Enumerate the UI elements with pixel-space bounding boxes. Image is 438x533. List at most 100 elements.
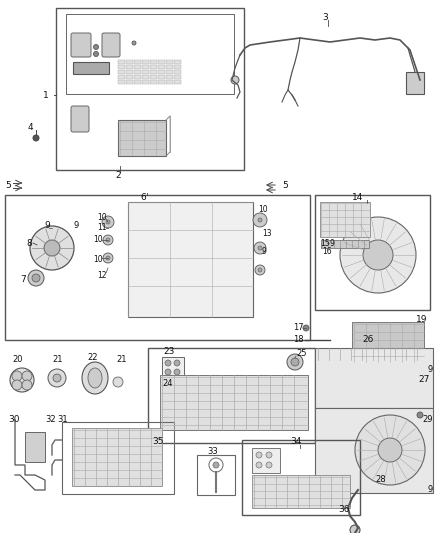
Circle shape — [174, 369, 180, 375]
Circle shape — [48, 369, 66, 387]
Circle shape — [32, 274, 40, 282]
Bar — [73, 62, 109, 74]
Text: 23: 23 — [163, 348, 174, 357]
Text: 19: 19 — [416, 316, 427, 325]
Text: 12: 12 — [97, 271, 106, 279]
Text: 13: 13 — [262, 229, 272, 238]
Circle shape — [174, 360, 180, 366]
Bar — [174, 80, 181, 84]
Bar — [118, 65, 125, 69]
Bar — [72, 428, 162, 486]
Bar — [126, 65, 133, 69]
Circle shape — [213, 462, 219, 468]
Bar — [252, 448, 280, 473]
Circle shape — [106, 256, 110, 260]
Circle shape — [113, 377, 123, 387]
Circle shape — [165, 369, 171, 375]
Circle shape — [266, 462, 272, 468]
FancyBboxPatch shape — [102, 33, 120, 57]
Circle shape — [287, 354, 303, 370]
Circle shape — [266, 452, 272, 458]
Text: 10: 10 — [258, 206, 268, 214]
Bar — [118, 70, 125, 74]
Bar — [134, 80, 141, 84]
Circle shape — [165, 360, 171, 366]
Text: 34: 34 — [290, 438, 301, 447]
Bar — [118, 60, 125, 64]
Circle shape — [258, 268, 262, 272]
Bar — [242, 440, 360, 515]
Text: 1: 1 — [43, 91, 49, 100]
Bar — [142, 65, 149, 69]
Bar — [142, 60, 149, 64]
Bar — [150, 75, 157, 79]
Circle shape — [28, 270, 44, 286]
Bar — [126, 80, 133, 84]
Bar — [158, 75, 165, 79]
Bar — [142, 80, 149, 84]
Circle shape — [44, 240, 60, 256]
Text: 9: 9 — [73, 222, 78, 230]
Text: 16: 16 — [322, 247, 332, 256]
Bar — [150, 70, 157, 74]
Circle shape — [53, 374, 61, 382]
Text: 33: 33 — [207, 448, 218, 456]
Text: 18: 18 — [293, 335, 304, 344]
Bar — [315, 408, 433, 493]
Bar — [166, 75, 173, 79]
Text: 10: 10 — [93, 236, 102, 245]
Circle shape — [103, 235, 113, 245]
Text: 9: 9 — [261, 247, 266, 256]
Text: 11: 11 — [97, 223, 106, 232]
Circle shape — [10, 368, 34, 392]
Text: 28: 28 — [375, 475, 385, 484]
Text: 10: 10 — [93, 255, 102, 264]
Bar — [252, 475, 350, 508]
Text: 36: 36 — [338, 505, 350, 514]
Bar — [5, 195, 310, 340]
Circle shape — [106, 220, 110, 224]
Bar — [320, 202, 370, 237]
Bar — [174, 75, 181, 79]
Bar — [321, 240, 369, 248]
Circle shape — [350, 525, 360, 533]
Bar — [166, 65, 173, 69]
Text: 26: 26 — [362, 335, 373, 344]
Bar — [166, 80, 173, 84]
Text: 4: 4 — [28, 124, 34, 133]
Circle shape — [103, 253, 113, 263]
Bar — [126, 75, 133, 79]
Circle shape — [106, 238, 110, 242]
Circle shape — [258, 218, 262, 222]
Circle shape — [291, 358, 299, 366]
Text: 21: 21 — [116, 356, 127, 365]
Ellipse shape — [82, 362, 108, 394]
Bar — [160, 375, 308, 430]
Circle shape — [93, 44, 99, 50]
Circle shape — [93, 52, 99, 56]
Circle shape — [102, 216, 114, 228]
Circle shape — [340, 217, 416, 293]
Bar — [315, 195, 430, 310]
Bar — [134, 70, 141, 74]
Circle shape — [255, 265, 265, 275]
Text: 5: 5 — [5, 181, 11, 190]
Bar — [150, 80, 157, 84]
Text: 21: 21 — [52, 356, 63, 365]
Bar — [174, 70, 181, 74]
Bar — [162, 357, 184, 379]
Bar — [148, 348, 315, 443]
Bar — [158, 65, 165, 69]
Bar — [126, 70, 133, 74]
Circle shape — [12, 380, 22, 390]
Circle shape — [12, 371, 22, 381]
Circle shape — [258, 246, 262, 250]
Circle shape — [30, 226, 74, 270]
Bar — [142, 70, 149, 74]
Text: 9: 9 — [428, 366, 433, 375]
Bar — [406, 72, 424, 94]
Text: 2: 2 — [115, 171, 120, 180]
Bar — [142, 75, 149, 79]
Circle shape — [363, 240, 393, 270]
Circle shape — [231, 76, 239, 84]
